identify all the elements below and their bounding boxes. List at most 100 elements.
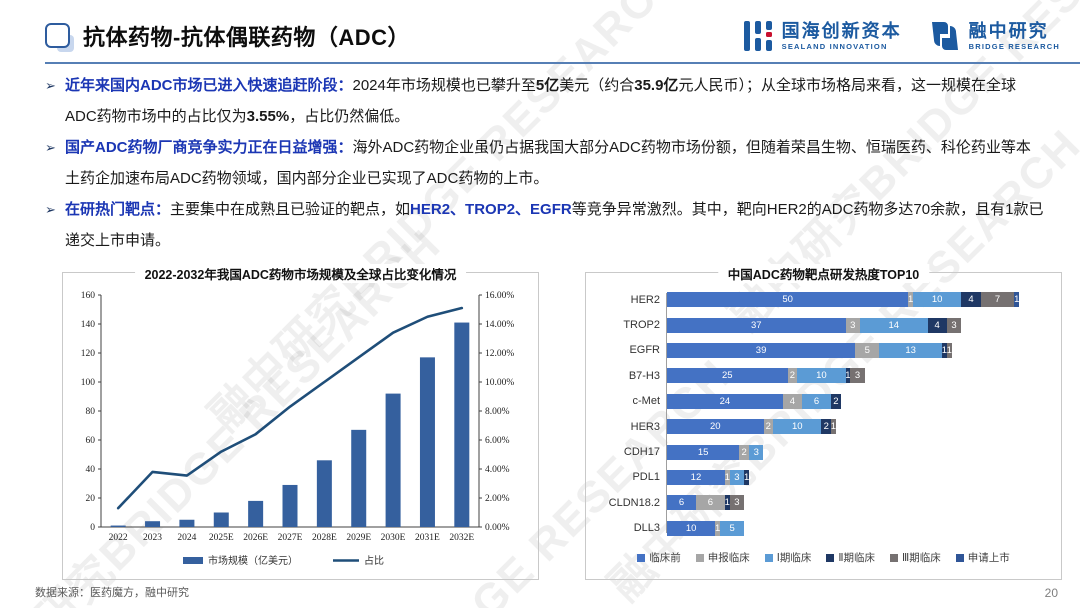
y-right-tick: 16.00% bbox=[485, 291, 514, 301]
sealand-logo-icon bbox=[743, 21, 772, 51]
x-tick: 2022 bbox=[109, 533, 128, 543]
target-stacked-bar: 20 2 10 2 1 bbox=[667, 419, 1053, 435]
segment-临床前: 20 bbox=[667, 419, 764, 435]
segment-申报临床: 1 bbox=[715, 520, 721, 536]
page-title: 抗体药物-抗体偶联药物（ADC） bbox=[83, 25, 410, 50]
bridge-research-logo: 融中研究 BRIDGE RESEARCH bbox=[928, 20, 1060, 52]
target-stacked-bar: 12 1 3 1 bbox=[667, 469, 1053, 485]
legend-swatch bbox=[695, 553, 704, 562]
segment-临床前: 37 bbox=[667, 317, 846, 333]
segment-value: 1 bbox=[715, 522, 721, 534]
legend-item-Ⅲ期临床: Ⅲ期临床 bbox=[890, 550, 941, 565]
segment-Ⅱ期临床: 2 bbox=[821, 419, 832, 435]
charts-row: 2022-2032年我国ADC药物市场规模及全球占比变化情况 0 20 40 60 80… bbox=[62, 264, 1062, 580]
bullet-text-run: 在研热门靶点： bbox=[65, 201, 171, 218]
bullet-text-run: 海外ADC药物企业虽仍占据我国大部分ADC药物市场份额，但随着荣昌生物、恒瑞医药… bbox=[65, 139, 1031, 187]
legend-label: 临床前 bbox=[649, 552, 681, 564]
bullet-text-run: HER2、TROP2、EGFR bbox=[410, 201, 572, 218]
segment-value: 3 bbox=[850, 319, 856, 331]
segment-Ⅱ期临床: 1 bbox=[744, 469, 749, 485]
legend-line-label: 占比 bbox=[364, 554, 384, 567]
legend-label: 申报临床 bbox=[707, 552, 750, 564]
bullet-text-run: 35.9亿 bbox=[634, 77, 679, 94]
segment-value: 2 bbox=[833, 395, 839, 407]
market-size-bar bbox=[179, 519, 195, 527]
market-size-bar bbox=[316, 460, 332, 527]
logos: 国海创新资本 SEALAND INNOVATION 融中研究 BRIDGE RE… bbox=[743, 19, 1060, 53]
segment-Ⅰ期临床: 10 bbox=[913, 292, 962, 308]
bridge-research-logo-cn: 融中研究 bbox=[968, 20, 1049, 41]
segment-Ⅱ期临床: 1 bbox=[845, 368, 851, 384]
legend-swatch bbox=[637, 553, 646, 562]
y-right-tick: 8.00% bbox=[485, 407, 510, 417]
x-tick: 2023 bbox=[143, 533, 162, 543]
segment-Ⅲ期临床: 3 bbox=[850, 368, 865, 384]
segment-value: 13 bbox=[905, 344, 916, 356]
segment-Ⅲ期临床: 3 bbox=[946, 317, 962, 333]
x-tick: 2024 bbox=[177, 533, 196, 543]
segment-value: 50 bbox=[782, 294, 793, 306]
segment-申报临床: 5 bbox=[855, 342, 880, 358]
target-label: CLDN18.2 bbox=[608, 496, 660, 509]
segment-value: 4 bbox=[968, 294, 974, 306]
segment-value: 2 bbox=[741, 446, 747, 458]
segment-Ⅱ期临床: 1 bbox=[724, 495, 730, 511]
segment-申请上市: 1 bbox=[1014, 292, 1019, 308]
market-size-chart-title: 2022-2032年我国ADC药物市场规模及全球占比变化情况 bbox=[134, 264, 467, 283]
target-label: c-Met bbox=[632, 395, 661, 408]
sealand-logo-cn: 国海创新资本 bbox=[781, 20, 902, 41]
bullet-list: ➢ 近年来国内ADC市场已进入快速追赶阶段：2024年市场规模也已攀升至5亿美元（… bbox=[45, 70, 1045, 256]
combo-chart-svg: 0 20 40 60 80 100 120 140 160 0.00% 2.00% 4.00% 6.00… bbox=[81, 291, 515, 567]
y-right-tick: 2.00% bbox=[485, 494, 510, 504]
segment-value: 5 bbox=[729, 522, 735, 534]
bullet-text-run: 等竞争异常激烈。其中，靶向HER2的ADC药物多达70余款，且有1款已递交上市申… bbox=[65, 201, 1044, 249]
target-heat-stacked-chart: HER2 50 1 10 4 7 1 TROP2 37 3 14 4 3 EGFR 39 5 13 1 1 B7-H3… bbox=[590, 287, 1053, 536]
legend-label: 申请上市 bbox=[967, 552, 1010, 564]
target-heat-chart-title: 中国ADC药物靶点研发热度TOP10 bbox=[717, 264, 930, 283]
market-size-chart-panel: 2022-2032年我国ADC药物市场规模及全球占比变化情况 0 20 40 60 80… bbox=[62, 264, 539, 580]
segment-value: 37 bbox=[750, 319, 762, 331]
bullet-item-2: ➢ 国产ADC药物厂商竞争实力正在日益增强：海外ADC药物企业虽仍占据我国大部分A… bbox=[45, 132, 1045, 194]
segment-临床前: 12 bbox=[667, 469, 725, 485]
segment-value: 3 bbox=[734, 497, 740, 509]
segment-value: 20 bbox=[709, 421, 721, 433]
share-line bbox=[116, 306, 464, 510]
y-left-tick: 100 bbox=[81, 378, 96, 388]
target-label: TROP2 bbox=[623, 319, 660, 332]
target-stacked-bar: 15 2 3 bbox=[667, 444, 1053, 460]
sealand-logo-text: 国海创新资本 SEALAND INNOVATION bbox=[782, 22, 902, 51]
market-size-bar bbox=[248, 500, 264, 527]
y-right-tick: 12.00% bbox=[485, 349, 514, 359]
target-label: CDH17 bbox=[623, 446, 660, 459]
bridge-research-logo-text: 融中研究 BRIDGE RESEARCH bbox=[969, 22, 1060, 51]
segment-value: 6 bbox=[678, 497, 685, 509]
target-stacked-bar: 39 5 13 1 1 bbox=[667, 342, 1053, 358]
target-row-HER2: HER2 50 1 10 4 7 1 bbox=[590, 287, 1053, 312]
target-heat-chart-legend: 临床前 申报临床 Ⅰ期临床 Ⅱ期临床 Ⅲ期临床 申请上市 bbox=[586, 550, 1061, 565]
segment-value: 1 bbox=[724, 497, 730, 509]
legend-bar-swatch bbox=[183, 557, 203, 564]
y-left-tick: 20 bbox=[86, 494, 96, 504]
target-heat-chart-panel: 中国ADC药物靶点研发热度TOP10 HER2 50 1 10 4 7 1 TROP2 37 3 1… bbox=[585, 264, 1062, 580]
bullet-arrow-icon: ➢ bbox=[45, 140, 56, 155]
y-left-tick: 40 bbox=[86, 465, 96, 475]
target-row-PDL1: PDL1 12 1 3 1 bbox=[590, 465, 1053, 490]
page-number: 20 bbox=[1044, 586, 1058, 600]
segment-临床前: 39 bbox=[667, 342, 856, 358]
y-right-tick: 6.00% bbox=[485, 436, 510, 446]
header-divider bbox=[45, 62, 1080, 64]
y-left-tick: 0 bbox=[90, 523, 95, 533]
target-label: B7-H3 bbox=[628, 369, 660, 382]
market-size-combo-chart: 0 20 40 60 80 100 120 140 160 0.00% 2.00% 4.00% 6.00… bbox=[65, 285, 536, 577]
segment-申报临床: 3 bbox=[845, 317, 860, 333]
segment-临床前: 24 bbox=[667, 393, 783, 409]
segment-value: 1 bbox=[941, 344, 948, 356]
title-square-icon bbox=[45, 23, 74, 52]
y-left-tick: 160 bbox=[81, 291, 96, 301]
segment-value: 6 bbox=[813, 395, 820, 407]
target-stacked-bar: 50 1 10 4 7 1 bbox=[667, 292, 1053, 308]
target-stacked-bar: 25 2 10 1 3 bbox=[667, 368, 1053, 384]
segment-value: 4 bbox=[789, 395, 796, 407]
x-tick: 2027E bbox=[278, 533, 303, 543]
